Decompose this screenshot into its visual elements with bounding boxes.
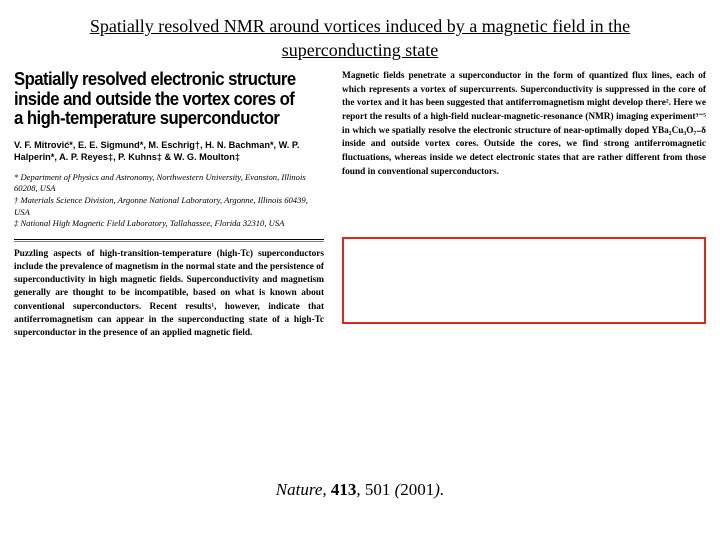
citation-journal: Nature bbox=[276, 480, 323, 499]
paper-authors: V. F. Mitrović*, E. E. Sigmund*, M. Esch… bbox=[14, 139, 324, 164]
paper-excerpt: Spatially resolved electronic structure … bbox=[14, 70, 706, 340]
highlight-box bbox=[342, 237, 706, 323]
citation-year: 2001 bbox=[400, 480, 434, 499]
citation: Nature, 413, 501 (2001). bbox=[0, 480, 720, 500]
abstract-right-part-a: Magnetic fields penetrate a superconduct… bbox=[342, 71, 706, 149]
abstract-right: Magnetic fields penetrate a superconduct… bbox=[342, 70, 706, 179]
paper-right-column: Magnetic fields penetrate a superconduct… bbox=[342, 70, 706, 340]
paper-affiliations: * Department of Physics and Astronomy, N… bbox=[14, 172, 324, 230]
abstract-left: Puzzling aspects of high-transition-temp… bbox=[14, 248, 324, 340]
paper-title: Spatially resolved electronic structure … bbox=[14, 70, 299, 129]
citation-page: 501 bbox=[365, 480, 391, 499]
paper-left-column: Spatially resolved electronic structure … bbox=[14, 70, 324, 340]
citation-volume: 413 bbox=[331, 480, 357, 499]
slide-title: Spatially resolved NMR around vortices i… bbox=[0, 0, 720, 71]
section-rule bbox=[14, 238, 324, 242]
